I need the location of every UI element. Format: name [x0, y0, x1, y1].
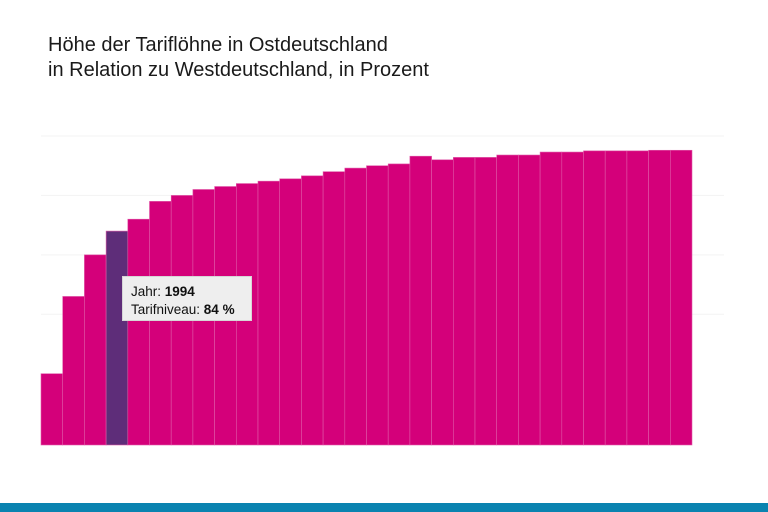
- bar-2019[interactable]: [648, 149, 671, 446]
- bar-2007[interactable]: [387, 163, 411, 446]
- bar-2006[interactable]: [366, 165, 389, 446]
- chart-title: Höhe der Tariflöhne in Ostdeutschland in…: [48, 33, 429, 83]
- tooltip-level: Tarifniveau: 84 %: [131, 302, 235, 317]
- footer-bar: [0, 503, 768, 512]
- bar-2018[interactable]: [626, 150, 649, 446]
- bar-1991[interactable]: [40, 373, 64, 446]
- bar-2005[interactable]: [344, 167, 367, 446]
- bar-2010[interactable]: [452, 157, 476, 446]
- bar-1992[interactable]: [62, 296, 85, 446]
- bar-2016[interactable]: [583, 150, 606, 446]
- bar-2020[interactable]: [669, 149, 693, 446]
- bar-2014[interactable]: [539, 151, 563, 446]
- bar-1996[interactable]: [149, 201, 172, 446]
- bar-2013[interactable]: [518, 154, 541, 446]
- bar-2017[interactable]: [604, 150, 628, 446]
- bar-1995[interactable]: [127, 218, 150, 446]
- bar-2009[interactable]: [431, 159, 454, 446]
- tooltip: Jahr: 1994 Tarifniveau: 84 %: [122, 276, 252, 321]
- bar-2008[interactable]: [409, 155, 432, 446]
- tooltip-year: Jahr: 1994: [131, 284, 195, 299]
- tooltip-level-value: 84 %: [203, 302, 235, 317]
- bar-2003[interactable]: [301, 175, 324, 446]
- tooltip-year-value: 1994: [164, 284, 195, 299]
- bar-2001[interactable]: [257, 180, 281, 446]
- chart-title-line-2: in Relation zu Westdeutschland, in Proze…: [48, 59, 429, 81]
- chart-title-line-1: Höhe der Tariflöhne in Ostdeutschland: [48, 34, 388, 56]
- bar-2015[interactable]: [561, 151, 584, 446]
- bar-2002[interactable]: [279, 178, 302, 446]
- bar-1994[interactable]: [105, 230, 129, 446]
- bar-2012[interactable]: [496, 154, 519, 446]
- bar-2004[interactable]: [322, 171, 346, 446]
- bar-2011[interactable]: [474, 157, 498, 446]
- bar-1993[interactable]: [84, 254, 107, 446]
